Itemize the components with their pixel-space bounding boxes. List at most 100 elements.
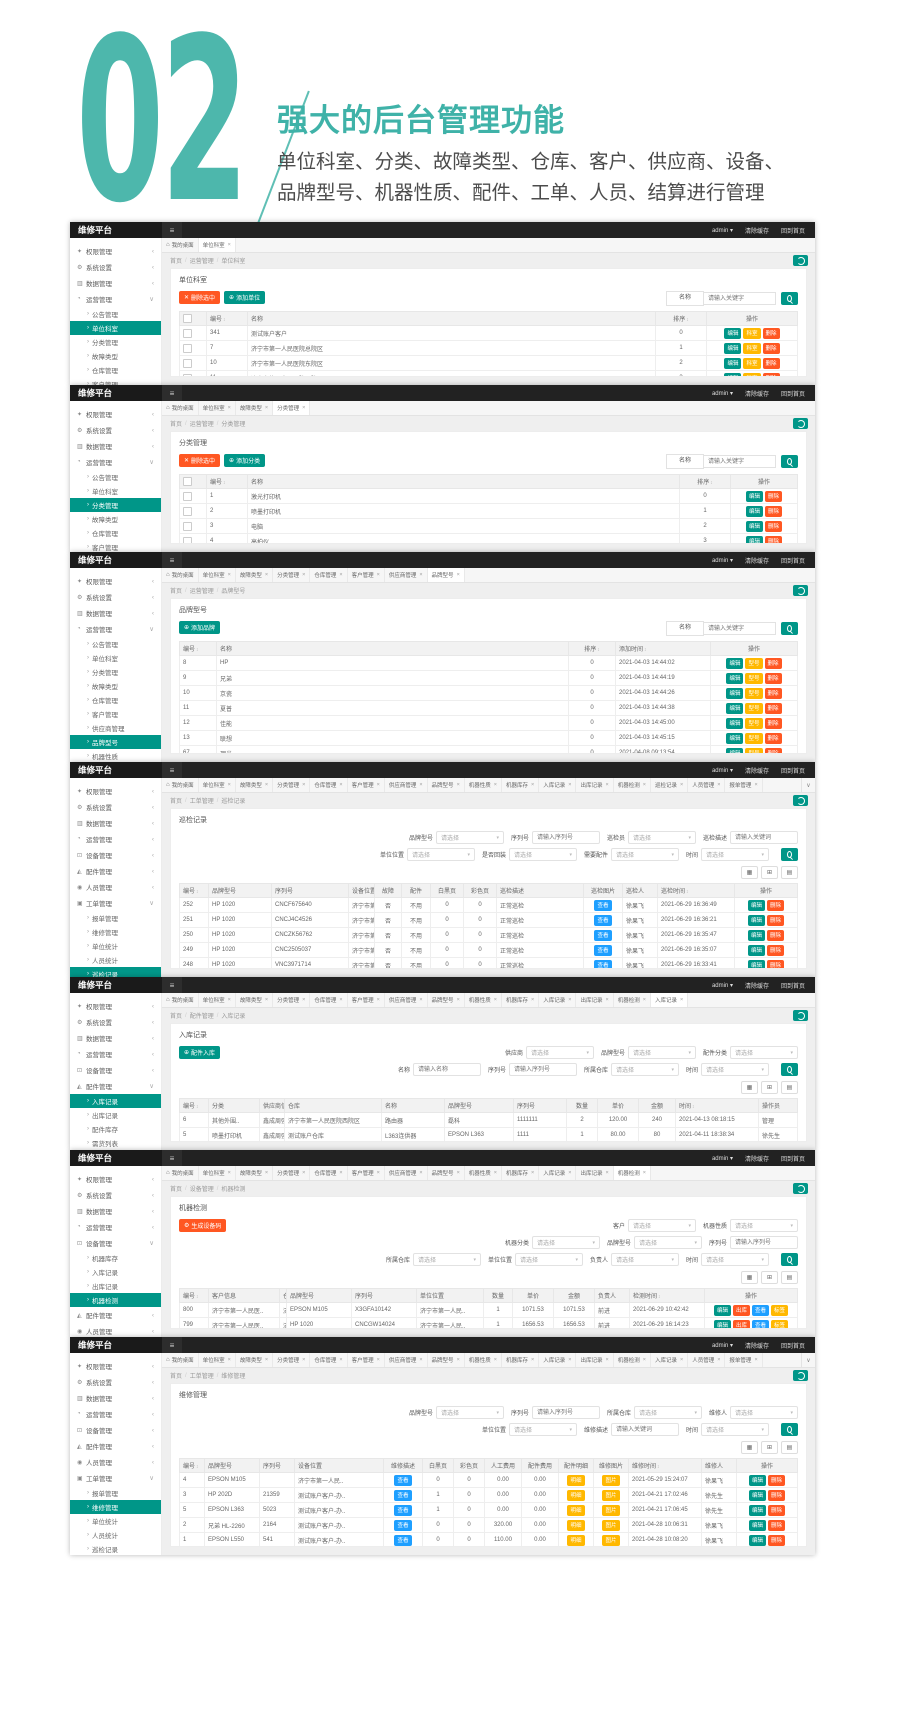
sidebar-item[interactable]: ◭ 配件管理 ‹ [70,863,161,879]
topbar-link-0[interactable]: 清除缓存 [744,558,769,565]
filter-select-时间[interactable]: 请选择 ▾ [701,1063,769,1076]
close-icon[interactable]: × [531,997,535,1003]
tab[interactable]: ⌂ 我的桌面 [162,993,199,1007]
delete-button[interactable]: 删除 [767,914,785,926]
label-button[interactable]: 标签 [771,1319,789,1328]
breadcrumb-item[interactable]: 巡检记录 [221,799,246,805]
view-button[interactable]: 查看 [752,1304,770,1316]
close-icon[interactable]: × [493,1170,498,1176]
sort-icon[interactable]: ↕ [710,480,713,486]
menu-toggle-icon[interactable]: ≡ [162,1150,182,1166]
sidebar-item[interactable]: ▥ 数据管理 ‹ [70,275,161,291]
delete-button[interactable]: 删除 [768,1504,786,1516]
close-icon[interactable]: × [679,997,684,1003]
tab[interactable]: ⌂ 我的桌面 [162,1353,199,1367]
close-icon[interactable]: × [302,1170,306,1176]
models-button[interactable]: 型号 [745,702,763,714]
add-button[interactable]: ⊕ 配件入库 [179,1046,221,1059]
sidebar-subitem[interactable]: › 故障类型 [70,679,161,693]
tab[interactable]: 入库记录 × [651,1353,689,1367]
tab[interactable]: 仓库管理 × [310,568,348,582]
sidebar-subitem[interactable]: › 维修管理 [70,925,161,939]
edit-button[interactable]: 编辑 [745,520,763,532]
view-button[interactable]: 查看 [594,899,612,911]
select-all-checkbox[interactable] [183,314,192,323]
close-icon[interactable]: × [642,1357,646,1363]
tab[interactable]: 分类管理 × [273,1166,311,1180]
filter-select-品牌型号[interactable]: 请选择 ▾ [435,831,504,844]
close-icon[interactable]: × [264,1170,269,1176]
edit-button[interactable]: 编辑 [748,1534,766,1546]
edit-button[interactable]: 编辑 [747,944,765,956]
delete-button[interactable]: 删除 [764,672,782,684]
sidebar-item[interactable]: ◉ 人员管理 ‹ [70,1454,161,1470]
close-icon[interactable]: × [717,782,721,788]
edit-button[interactable]: 编辑 [726,672,744,684]
search-button[interactable] [781,848,798,861]
refresh-button[interactable] [793,1370,808,1381]
sidebar-item[interactable]: ◔ 运营管理 ‹ [70,1046,161,1062]
topbar-link-1[interactable]: 回到首页 [780,768,805,775]
table-export-icon[interactable]: ⊞ [761,866,778,879]
image-button[interactable]: 图片 [602,1489,620,1501]
tab[interactable]: 品牌型号 × [428,1166,465,1180]
sort-icon[interactable]: ↕ [644,647,647,653]
edit-button[interactable]: 编辑 [726,747,744,753]
tab[interactable]: 供应商管理 × [385,778,428,792]
breadcrumb-item[interactable]: 维修管理 [221,1374,246,1380]
sidebar-subitem[interactable]: › 分类管理 [70,335,161,349]
sidebar-item[interactable]: ▥ 数据管理 ‹ [70,438,161,454]
delete-button[interactable]: 删除 [767,899,785,911]
topbar-link-1[interactable]: 回到首页 [780,1156,805,1163]
delete-button[interactable]: 删除 [768,1489,786,1501]
delete-button[interactable]: 删除 [764,702,782,714]
delete-button[interactable]: 删除 [768,1474,786,1486]
delete-button[interactable]: 删除 [768,1519,786,1531]
menu-toggle-icon[interactable]: ≡ [162,762,182,778]
search-button[interactable] [781,1063,798,1076]
sidebar-subitem[interactable]: › 公告管理 [70,307,161,321]
search-button[interactable] [781,455,798,468]
topbar-link-1[interactable]: 回到首页 [780,983,805,990]
tab[interactable]: 入库记录 × [539,778,577,792]
filter-input-序列号[interactable] [531,831,600,844]
outbound-button[interactable]: 出库 [732,1304,750,1316]
tab[interactable]: 单位科室 × [199,993,236,1007]
tab[interactable]: 分类管理 × [273,1353,311,1367]
close-icon[interactable]: × [568,782,572,788]
search-button[interactable] [781,622,798,635]
filter-select-时间[interactable]: 请选择 ▾ [701,1253,769,1266]
sidebar-subitem[interactable]: › 单位科室 [70,321,161,335]
sidebar-item[interactable]: ▥ 数据管理 ‹ [70,1030,161,1046]
sidebar-item[interactable]: ⚙ 系统设置 ‹ [70,1014,161,1030]
tab[interactable]: 分类管理 × [273,568,311,582]
sidebar-item[interactable]: ⚙ 系统设置 ‹ [70,1374,161,1390]
filter-select-配件分类[interactable]: 请选择 ▾ [730,1046,798,1059]
tab[interactable]: 供应商管理 × [385,1353,428,1367]
breadcrumb-item[interactable]: 运营管理 [189,259,214,265]
refresh-button[interactable] [793,795,808,806]
close-icon[interactable]: × [339,572,343,578]
sort-icon[interactable]: ↕ [686,889,689,895]
delete-button[interactable]: 删除 [765,490,783,502]
delete-button[interactable]: 删除 [764,657,782,669]
sidebar-item[interactable]: ⚙ 系统设置 ‹ [70,1187,161,1203]
close-icon[interactable]: × [264,997,269,1003]
close-icon[interactable]: × [376,997,380,1003]
close-icon[interactable]: × [531,782,535,788]
models-button[interactable]: 型号 [745,732,763,744]
delete-button[interactable]: 删除 [767,959,785,968]
tab[interactable]: 人员管理 × [688,1353,726,1367]
tab[interactable]: 巡检记录 × [651,778,689,792]
detail-button[interactable]: 明细 [567,1519,585,1531]
tab[interactable]: ⌂ 我的桌面 [162,778,199,792]
filter-input-维修描述[interactable] [610,1423,679,1436]
close-icon[interactable]: × [605,997,609,1003]
edit-button[interactable]: 编辑 [748,1519,766,1531]
delete-button[interactable]: 删除 [764,732,782,744]
delete-selected-button[interactable]: ✕ 删除选中 [179,291,221,304]
edit-button[interactable]: 编辑 [748,1474,766,1486]
breadcrumb-item[interactable]: 首页 [170,422,183,428]
sidebar-item[interactable]: ◭ 配件管理 ‹ [70,1307,161,1323]
tab[interactable]: 机器库存 × [502,1166,540,1180]
